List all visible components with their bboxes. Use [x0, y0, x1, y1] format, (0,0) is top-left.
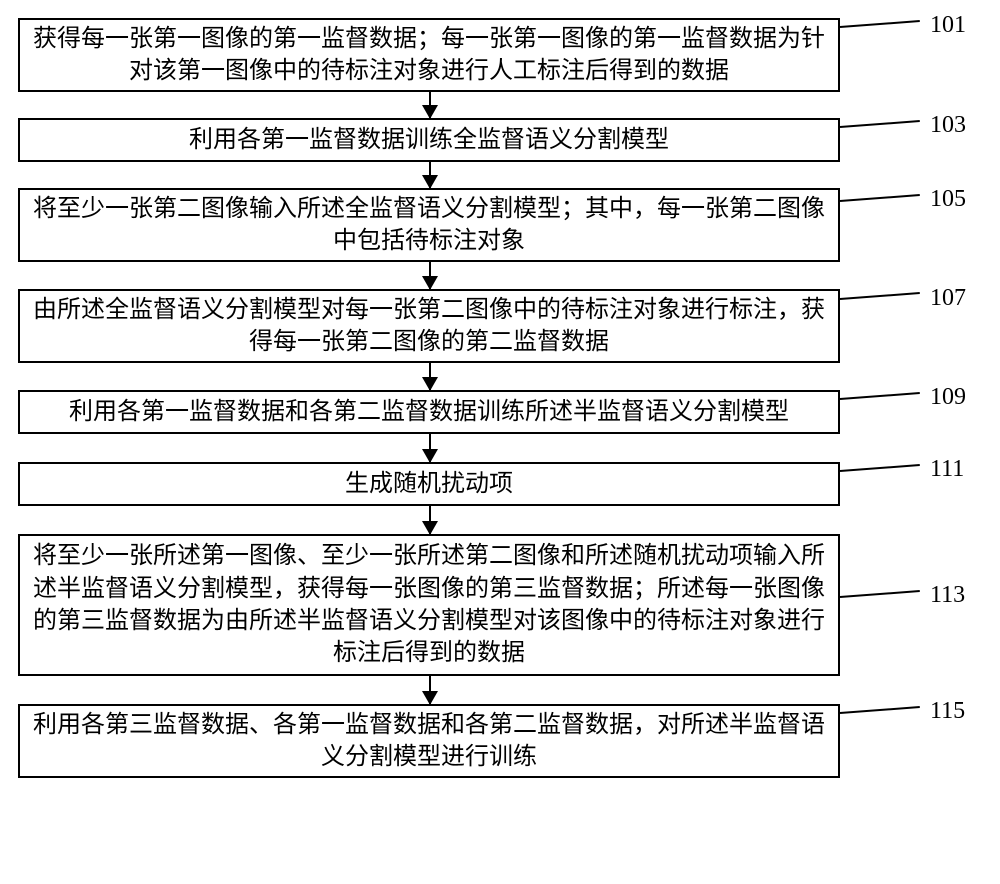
- step-text-109: 利用各第一监督数据和各第二监督数据训练所述半监督语义分割模型: [69, 396, 789, 428]
- leader-line-113: [840, 590, 920, 598]
- step-label-115: 115: [930, 698, 965, 725]
- leader-line-107: [840, 292, 920, 300]
- step-text-111: 生成随机扰动项: [345, 468, 513, 500]
- step-text-107: 由所述全监督语义分割模型对每一张第二图像中的待标注对象进行标注，获得每一张第二图…: [32, 294, 826, 359]
- step-box-101: 获得每一张第一图像的第一监督数据；每一张第一图像的第一监督数据为针对该第一图像中…: [18, 18, 840, 92]
- step-label-101: 101: [930, 12, 966, 39]
- flowchart-canvas: 获得每一张第一图像的第一监督数据；每一张第一图像的第一监督数据为针对该第一图像中…: [0, 0, 1000, 884]
- arrow-109-111: [429, 434, 431, 462]
- step-box-103: 利用各第一监督数据训练全监督语义分割模型: [18, 118, 840, 162]
- leader-line-115: [840, 706, 920, 714]
- step-box-111: 生成随机扰动项: [18, 462, 840, 506]
- leader-line-109: [840, 392, 920, 400]
- step-text-101: 获得每一张第一图像的第一监督数据；每一张第一图像的第一监督数据为针对该第一图像中…: [32, 23, 826, 88]
- arrow-105-107: [429, 262, 431, 289]
- leader-line-101: [840, 20, 920, 28]
- step-label-105: 105: [930, 186, 966, 213]
- step-box-109: 利用各第一监督数据和各第二监督数据训练所述半监督语义分割模型: [18, 390, 840, 434]
- step-label-103: 103: [930, 112, 966, 139]
- step-label-113: 113: [930, 582, 965, 609]
- step-label-111: 111: [930, 456, 964, 483]
- step-box-115: 利用各第三监督数据、各第一监督数据和各第二监督数据，对所述半监督语义分割模型进行…: [18, 704, 840, 778]
- step-text-113: 将至少一张所述第一图像、至少一张所述第二图像和所述随机扰动项输入所述半监督语义分…: [32, 540, 826, 670]
- step-text-105: 将至少一张第二图像输入所述全监督语义分割模型；其中，每一张第二图像中包括待标注对…: [32, 193, 826, 258]
- step-box-113: 将至少一张所述第一图像、至少一张所述第二图像和所述随机扰动项输入所述半监督语义分…: [18, 534, 840, 676]
- arrow-113-115: [429, 676, 431, 704]
- arrow-101-103: [429, 92, 431, 118]
- arrow-103-105: [429, 162, 431, 188]
- step-box-105: 将至少一张第二图像输入所述全监督语义分割模型；其中，每一张第二图像中包括待标注对…: [18, 188, 840, 262]
- step-label-109: 109: [930, 384, 966, 411]
- step-box-107: 由所述全监督语义分割模型对每一张第二图像中的待标注对象进行标注，获得每一张第二图…: [18, 289, 840, 363]
- step-text-115: 利用各第三监督数据、各第一监督数据和各第二监督数据，对所述半监督语义分割模型进行…: [32, 709, 826, 774]
- arrow-111-113: [429, 506, 431, 534]
- leader-line-111: [840, 464, 920, 472]
- arrow-107-109: [429, 363, 431, 390]
- leader-line-103: [840, 120, 920, 128]
- leader-line-105: [840, 194, 920, 202]
- step-text-103: 利用各第一监督数据训练全监督语义分割模型: [189, 124, 669, 156]
- step-label-107: 107: [930, 285, 966, 312]
